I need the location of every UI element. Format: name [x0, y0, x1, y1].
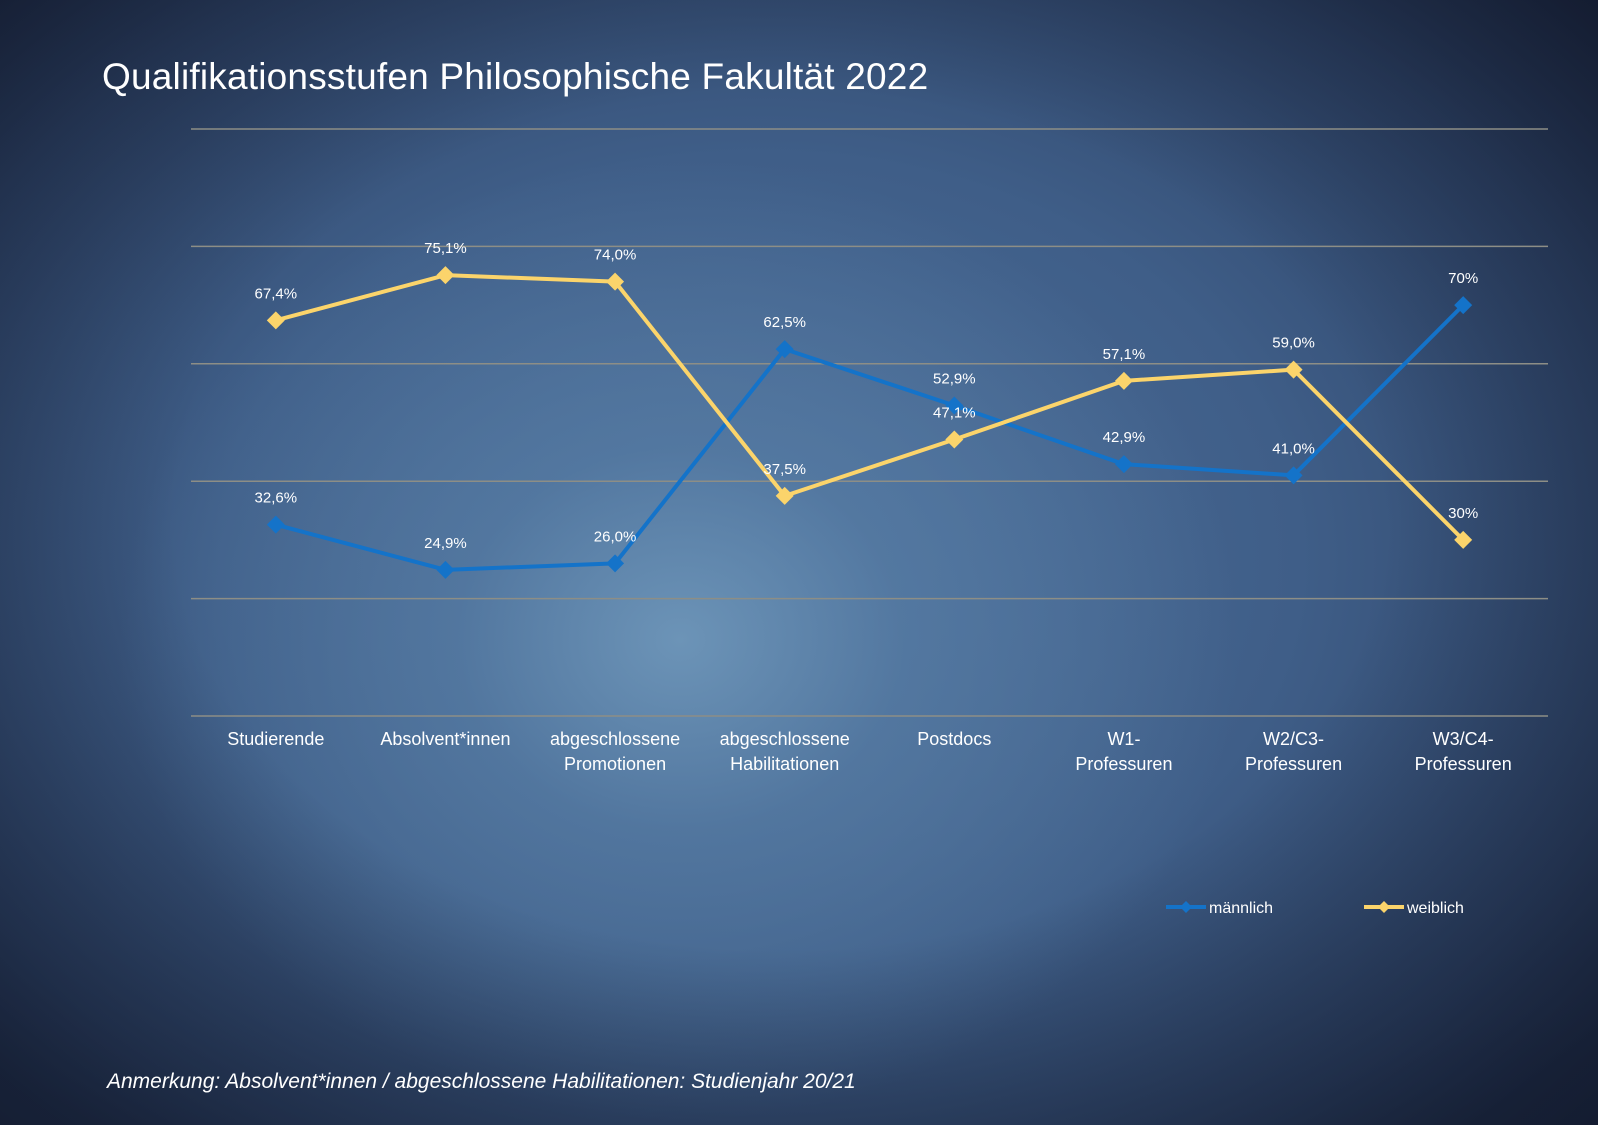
legend-label: männlich: [1209, 900, 1273, 917]
data-point-marker: [436, 266, 455, 285]
category-label: abgeschlossene Habilitationen: [720, 729, 850, 774]
legend-marker: [1180, 901, 1192, 913]
data-point-marker: [775, 486, 794, 505]
data-labels: 32,6% 24,9% 26,0% 62,5% 52,9% 42,9% 41,0% 70% 67…: [255, 240, 1479, 552]
data-label: 41,0%: [1272, 440, 1315, 457]
data-point-marker: [1284, 466, 1303, 485]
data-point-marker: [1284, 360, 1303, 379]
data-label: 52,9%: [933, 370, 976, 387]
gridlines: [191, 128, 1548, 717]
data-label: 32,6%: [255, 490, 298, 507]
data-label: 30%: [1448, 505, 1478, 522]
data-point-marker: [1114, 371, 1133, 390]
category-label: abgeschlossene Promotionen: [550, 729, 680, 774]
legend-marker: [1378, 901, 1390, 913]
legend: männlich weiblich: [1166, 900, 1464, 917]
chart-title: Qualifikationsstufen Philosophische Faku…: [102, 56, 929, 97]
series-line-weiblich: [275, 273, 1465, 542]
category-axis-labels: Studierende Absolvent*innen abgeschlossene…: [227, 729, 1511, 774]
data-point-marker: [1454, 296, 1473, 315]
data-label: 67,4%: [255, 285, 298, 302]
data-point-marker: [436, 560, 455, 579]
data-label: 62,5%: [763, 314, 806, 331]
data-label: 24,9%: [424, 535, 467, 552]
category-label: Postdocs: [917, 729, 991, 749]
category-label: Studierende: [227, 729, 324, 749]
data-point-marker: [1114, 455, 1133, 474]
data-point-marker: [606, 272, 625, 291]
data-point-marker: [945, 430, 964, 449]
series-line-männlich: [275, 303, 1465, 572]
data-point-marker: [266, 515, 285, 534]
legend-label: weiblich: [1406, 900, 1464, 917]
data-label: 42,9%: [1103, 429, 1146, 446]
data-label: 59,0%: [1272, 335, 1315, 352]
category-label: W3/C4-Professuren: [1415, 729, 1512, 774]
category-label: W2/C3-Professuren: [1245, 729, 1342, 774]
data-label: 70%: [1448, 270, 1478, 287]
series-lines: [266, 266, 1473, 579]
data-label: 74,0%: [594, 247, 637, 264]
data-label: 75,1%: [424, 240, 467, 257]
data-point-marker: [945, 396, 964, 415]
data-point-marker: [266, 311, 285, 330]
data-point-marker: [606, 554, 625, 573]
data-label: 37,5%: [763, 461, 806, 478]
footnote: Anmerkung: Absolvent*innen / abgeschloss…: [107, 1070, 856, 1093]
category-label: W1-Professuren: [1075, 729, 1172, 774]
data-label: 26,0%: [594, 528, 637, 545]
category-label: Absolvent*innen: [380, 729, 510, 749]
data-label: 57,1%: [1103, 346, 1146, 363]
data-label: 47,1%: [933, 405, 976, 422]
data-point-marker: [1454, 530, 1473, 549]
data-point-marker: [775, 340, 794, 359]
